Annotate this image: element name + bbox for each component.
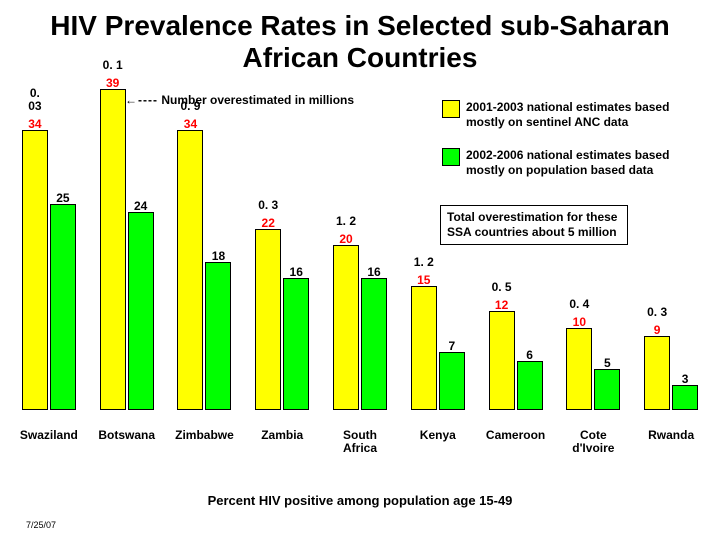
summary-box: Total overestimation for these SSA count… xyxy=(440,205,628,245)
overestimate-value: 0. 5 xyxy=(490,281,514,294)
x-axis-label: Zimbabwe xyxy=(166,429,244,455)
bar-old-estimate: 390. 1 xyxy=(100,89,126,410)
overestimate-value: 0. 03 xyxy=(23,87,47,113)
bar-value-new: 24 xyxy=(129,200,153,213)
overestimate-value: 1. 2 xyxy=(334,215,358,228)
country-group: 390. 124 xyxy=(88,89,166,410)
x-axis-label: Coted'Ivoire xyxy=(554,429,632,455)
bar-value-new: 16 xyxy=(284,266,308,279)
bar-value-new: 7 xyxy=(440,340,464,353)
country-group: 201. 216 xyxy=(321,245,399,410)
bar-new-estimate: 16 xyxy=(283,278,309,410)
bars-container: 340. 0325390. 124340. 918220. 316201. 21… xyxy=(10,95,710,410)
bar-value-old: 20 xyxy=(334,233,358,246)
legend-item-2: 2002-2006 national estimates based mostl… xyxy=(442,148,700,178)
x-axis-label: SouthAfrica xyxy=(321,429,399,455)
overestimate-value: 1. 2 xyxy=(412,256,436,269)
overestimate-value: 0. 9 xyxy=(178,100,202,113)
summary-text: Total overestimation for these SSA count… xyxy=(447,210,617,239)
country-group: 120. 56 xyxy=(477,311,555,410)
bar-old-estimate: 220. 3 xyxy=(255,229,281,410)
x-axis-label: Zambia xyxy=(243,429,321,455)
country-group: 100. 45 xyxy=(554,328,632,410)
bar-new-estimate: 3 xyxy=(672,385,698,410)
bar-value-new: 18 xyxy=(206,250,230,263)
bar-old-estimate: 100. 4 xyxy=(566,328,592,410)
x-axis-label: Kenya xyxy=(399,429,477,455)
legend-swatch-green xyxy=(442,148,460,166)
x-axis-label: Swaziland xyxy=(10,429,88,455)
bar-new-estimate: 25 xyxy=(50,204,76,410)
country-group: 340. 0325 xyxy=(10,130,88,410)
bar-value-old: 10 xyxy=(567,316,591,329)
x-axis-label: Rwanda xyxy=(632,429,710,455)
bar-value-old: 15 xyxy=(412,274,436,287)
bar-value-old: 12 xyxy=(490,299,514,312)
x-axis-labels: SwazilandBotswanaZimbabweZambiaSouthAfri… xyxy=(10,429,710,455)
bar-old-estimate: 340. 9 xyxy=(177,130,203,410)
bar-new-estimate: 16 xyxy=(361,278,387,410)
bar-new-estimate: 6 xyxy=(517,361,543,410)
x-axis-label: Botswana xyxy=(88,429,166,455)
overestimate-value: 0. 3 xyxy=(256,199,280,212)
bar-value-old: 39 xyxy=(101,77,125,90)
legend-swatch-yellow xyxy=(442,100,460,118)
x-axis-label: Cameroon xyxy=(477,429,555,455)
bar-old-estimate: 340. 03 xyxy=(22,130,48,410)
country-group: 151. 27 xyxy=(399,286,477,410)
overestimate-value: 0. 3 xyxy=(645,306,669,319)
bar-old-estimate: 120. 5 xyxy=(489,311,515,410)
legend-item-1: 2001-2003 national estimates based mostl… xyxy=(442,100,700,130)
country-group: 90. 33 xyxy=(632,336,710,410)
bar-value-old: 9 xyxy=(645,324,669,337)
sub-caption: Percent HIV positive among population ag… xyxy=(0,493,720,508)
legend-text-2: 2002-2006 national estimates based mostl… xyxy=(466,148,700,178)
bar-new-estimate: 7 xyxy=(439,352,465,410)
bar-value-old: 34 xyxy=(178,118,202,131)
bar-value-new: 5 xyxy=(595,357,619,370)
country-group: 340. 918 xyxy=(166,130,244,410)
date-stamp: 7/25/07 xyxy=(26,520,56,530)
bar-value-new: 6 xyxy=(518,349,542,362)
bar-value-old: 22 xyxy=(256,217,280,230)
bar-old-estimate: 201. 2 xyxy=(333,245,359,410)
bar-value-old: 34 xyxy=(23,118,47,131)
bar-value-new: 16 xyxy=(362,266,386,279)
country-group: 220. 316 xyxy=(243,229,321,410)
legend-text-1: 2001-2003 national estimates based mostl… xyxy=(466,100,700,130)
bar-old-estimate: 151. 2 xyxy=(411,286,437,410)
bar-old-estimate: 90. 3 xyxy=(644,336,670,410)
bar-new-estimate: 24 xyxy=(128,212,154,410)
overestimate-value: 0. 4 xyxy=(567,298,591,311)
bar-value-new: 25 xyxy=(51,192,75,205)
bar-new-estimate: 5 xyxy=(594,369,620,410)
overestimate-value: 0. 1 xyxy=(101,59,125,72)
bar-new-estimate: 18 xyxy=(205,262,231,410)
bar-value-new: 3 xyxy=(673,373,697,386)
